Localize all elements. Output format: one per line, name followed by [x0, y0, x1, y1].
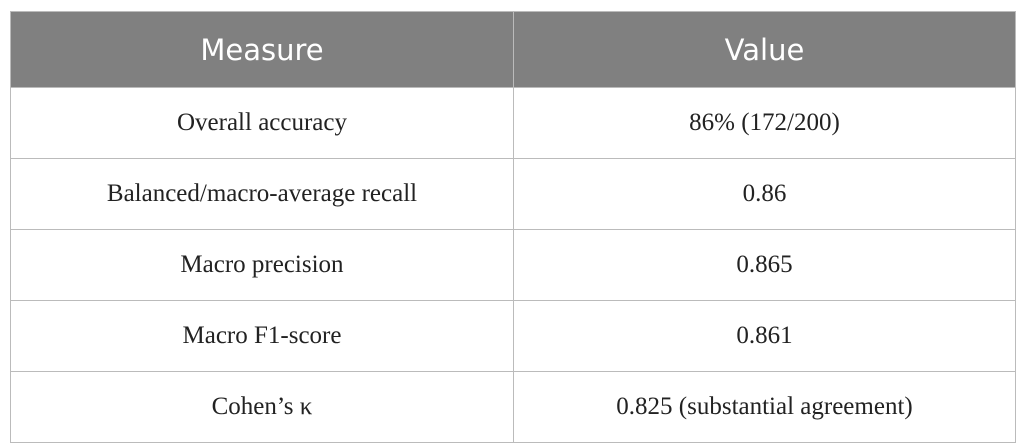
header-cell: Measure: [10, 11, 514, 88]
table-row: Macro F1-score 0.861: [10, 300, 1016, 372]
table-cell: Overall accuracy: [10, 87, 514, 159]
table-row: Cohen’s κ 0.825 (substantial agreement): [10, 371, 1016, 443]
table-cell: 86% (172/200): [513, 87, 1016, 159]
table-cell: Cohen’s κ: [10, 371, 514, 443]
table-cell: 0.865: [513, 229, 1016, 301]
table-cell: Macro precision: [10, 229, 514, 301]
table-body: Overall accuracy 86% (172/200) Balanced/ma…: [10, 87, 1016, 443]
table: Measure Value Overall accuracy 86% (172/20…: [10, 11, 1016, 443]
table-cell: Balanced/macro-average recall: [10, 158, 514, 230]
header-cell: Value: [513, 11, 1016, 88]
table-cell: Macro F1-score: [10, 300, 514, 372]
table-row: Overall accuracy 86% (172/200): [10, 87, 1016, 159]
table-cell: 0.825 (substantial agreement): [513, 371, 1016, 443]
table-row: Macro precision 0.865: [10, 229, 1016, 301]
table-cell: 0.86: [513, 158, 1016, 230]
table-cell: 0.861: [513, 300, 1016, 372]
table-row: Balanced/macro-average recall 0.86: [10, 158, 1016, 230]
header-row: Measure Value: [10, 11, 1016, 88]
